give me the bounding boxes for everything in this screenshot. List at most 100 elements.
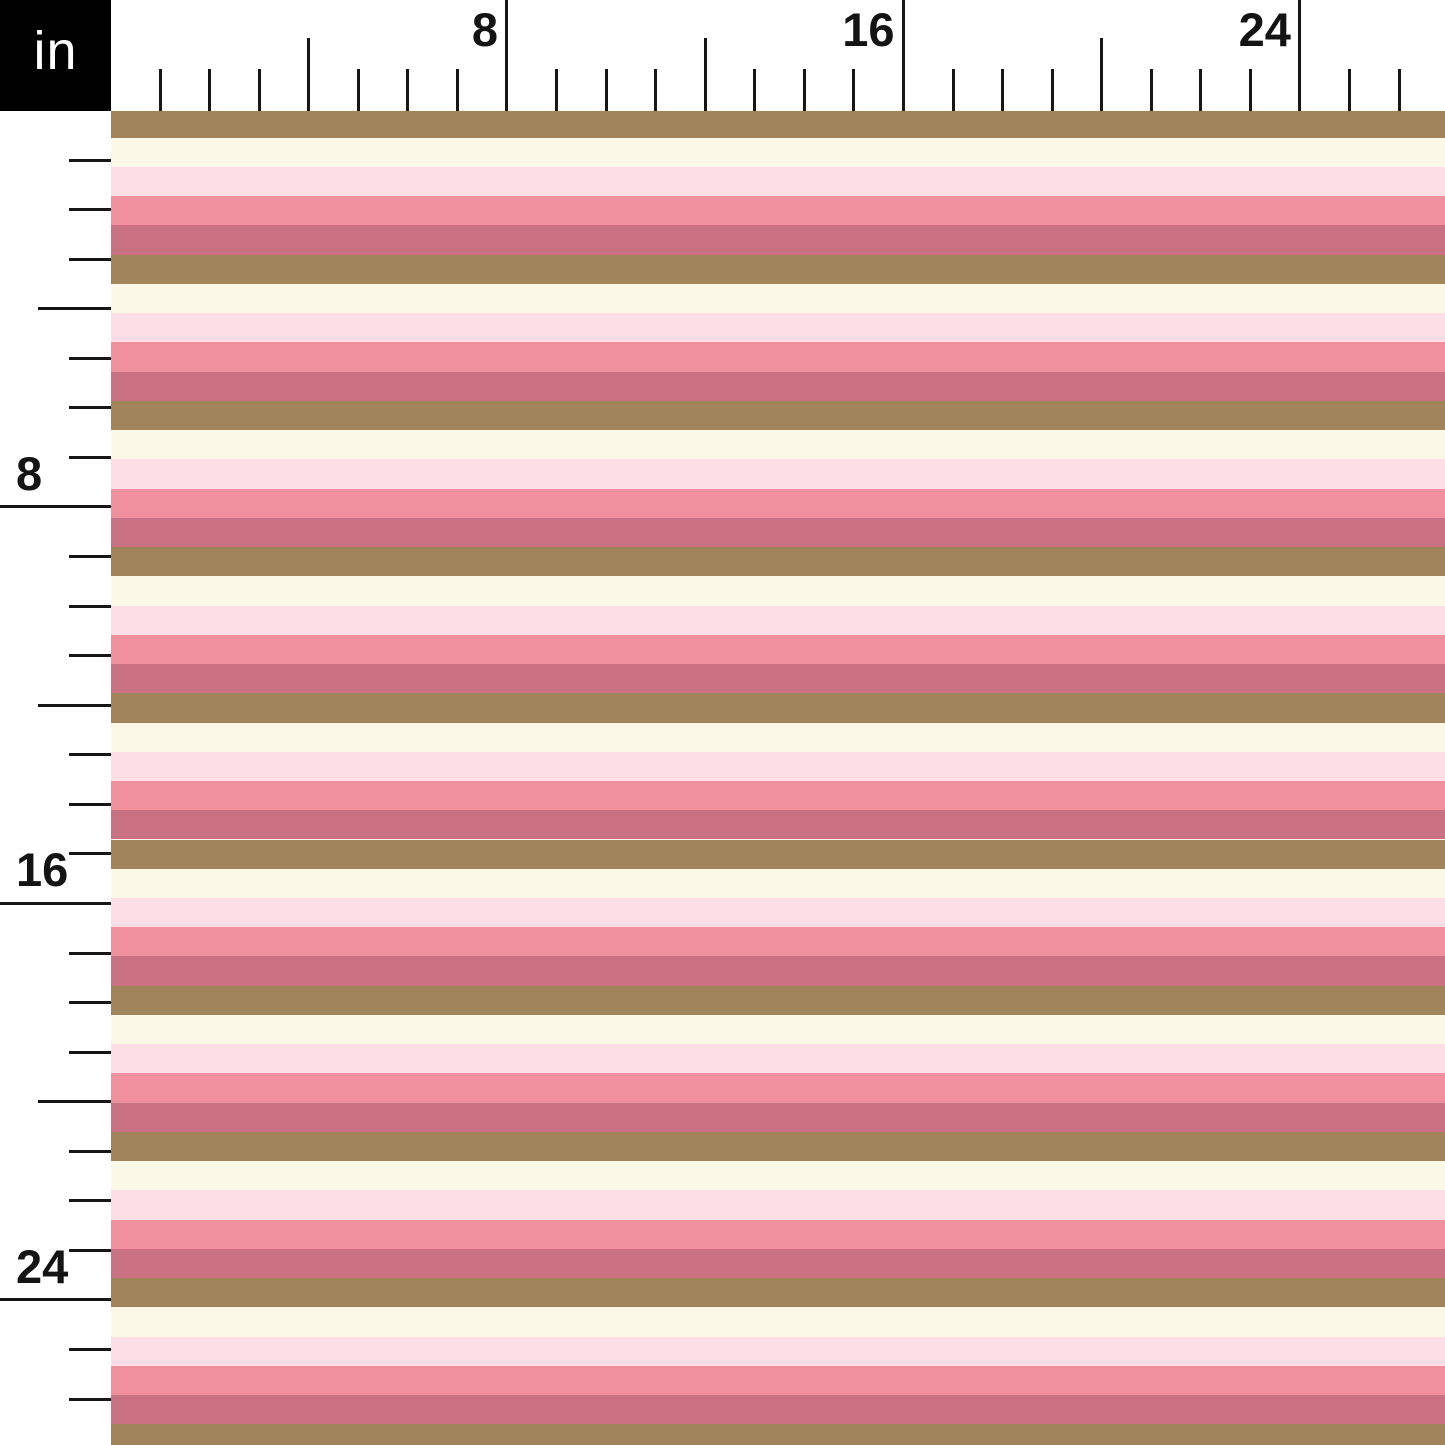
left-ruler-tick-14in: [69, 802, 111, 806]
left-ruler-tick-20in: [38, 1100, 111, 1104]
fabric-stripe-cream: [111, 722, 1445, 752]
left-ruler-tick-13in: [69, 753, 111, 757]
top-ruler-tick-3in: [257, 69, 261, 111]
fabric-stripe-mauve: [111, 225, 1445, 255]
top-ruler-tick-11in: [654, 69, 658, 111]
fabric-stripe-mauve: [111, 664, 1445, 694]
fabric-stripe-cream: [111, 283, 1445, 314]
fabric-stripe-brown: [111, 1278, 1445, 1308]
top-ruler-label-8: 8: [471, 3, 498, 56]
fabric-stripe-brown: [111, 1424, 1445, 1445]
fabric-stripe-light-pink: [111, 1044, 1445, 1074]
left-ruler-label-16: 16: [16, 843, 69, 897]
top-ruler-tick-7in: [455, 69, 459, 111]
left-ruler-tick-17in: [69, 951, 111, 955]
fabric-stripe-light-pink: [111, 1190, 1445, 1220]
top-ruler-tick-16in: [901, 0, 905, 111]
fabric-stripe-mauve: [111, 810, 1445, 840]
fabric-stripe-cream: [111, 868, 1445, 898]
fabric-stripe-cream: [111, 430, 1445, 460]
left-ruler-tick-15in: [69, 852, 111, 856]
top-ruler-tick-12in: [703, 38, 707, 111]
top-ruler: 8 16 24: [0, 0, 1445, 111]
top-ruler-tick-21in: [1149, 69, 1153, 111]
left-ruler-tick-5in: [69, 356, 111, 360]
left-ruler-tick-19in: [69, 1050, 111, 1054]
fabric-stripe-brown: [111, 693, 1445, 723]
left-ruler-tick-26in: [69, 1397, 111, 1401]
fabric-stripe-pink: [111, 1219, 1445, 1249]
top-ruler-tick-15in: [852, 69, 856, 111]
fabric-stripe-brown: [111, 839, 1445, 869]
top-ruler-tick-1in: [158, 69, 162, 111]
top-ruler-tick-13in: [753, 69, 757, 111]
top-ruler-tick-26in: [1397, 69, 1401, 111]
top-ruler-tick-23in: [1248, 69, 1252, 111]
fabric-stripe-brown: [111, 1131, 1445, 1162]
left-ruler-tick-21in: [69, 1149, 111, 1153]
fabric-stripe-brown: [111, 111, 1445, 138]
fabric-stripe-light-pink: [111, 897, 1445, 928]
fabric-stripe-mauve: [111, 517, 1445, 548]
fabric-stripe-pink: [111, 488, 1445, 518]
fabric-stripe-light-pink: [111, 459, 1445, 489]
left-ruler-tick-2in: [69, 208, 111, 212]
unit-label: in: [33, 20, 78, 81]
top-ruler-tick-2in: [208, 69, 212, 111]
top-ruler-tick-17in: [951, 69, 955, 111]
fabric-swatch: [111, 111, 1445, 1445]
fabric-stripe-mauve: [111, 1395, 1445, 1425]
left-ruler-label-24: 24: [16, 1239, 69, 1293]
fabric-stripe-pink: [111, 342, 1445, 372]
fabric-stripe-mauve: [111, 1248, 1445, 1279]
fabric-stripe-cream: [111, 137, 1445, 167]
top-ruler-tick-6in: [406, 69, 410, 111]
fabric-stripe-brown: [111, 547, 1445, 577]
fabric-stripe-mauve: [111, 371, 1445, 401]
left-ruler-label-8: 8: [16, 446, 43, 500]
top-ruler-tick-5in: [356, 69, 360, 111]
unit-square: in: [0, 0, 111, 111]
left-ruler-tick-4in: [38, 307, 111, 311]
top-ruler-tick-9in: [555, 69, 559, 111]
fabric-stripe-light-pink: [111, 751, 1445, 781]
fabric-stripe-mauve: [111, 1102, 1445, 1132]
fabric-stripe-brown: [111, 254, 1445, 284]
top-ruler-tick-20in: [1100, 38, 1104, 111]
left-ruler-tick-10in: [69, 604, 111, 608]
top-ruler-tick-10in: [604, 69, 608, 111]
left-ruler-tick-16in: [0, 901, 111, 905]
fabric-stripe-light-pink: [111, 605, 1445, 635]
fabric-stripe-pink: [111, 196, 1445, 226]
fabric-stripe-pink: [111, 1365, 1445, 1396]
top-ruler-tick-24in: [1298, 0, 1302, 111]
left-ruler-tick-8in: [0, 505, 111, 509]
left-ruler-tick-11in: [69, 654, 111, 658]
top-ruler-tick-4in: [307, 38, 311, 111]
fabric-stripe-cream: [111, 1161, 1445, 1191]
left-ruler-tick-6in: [69, 406, 111, 410]
left-ruler-tick-22in: [69, 1199, 111, 1203]
top-ruler-tick-18in: [1001, 69, 1005, 111]
top-ruler-label-24: 24: [1238, 3, 1291, 56]
fabric-stripe-pink: [111, 927, 1445, 957]
fabric-stripe-light-pink: [111, 313, 1445, 343]
fabric-stripe-mauve: [111, 956, 1445, 986]
top-ruler-tick-25in: [1348, 69, 1351, 111]
left-ruler-tick-25in: [69, 1348, 111, 1351]
left-ruler-tick-23in: [69, 1248, 111, 1252]
fabric-stripe-light-pink: [111, 1336, 1445, 1366]
top-ruler-label-16: 16: [842, 3, 895, 56]
fabric-stripe-brown: [111, 400, 1445, 431]
left-ruler-tick-18in: [69, 1001, 111, 1005]
left-ruler: 8 16 24: [0, 0, 111, 1445]
fabric-stripe-pink: [111, 781, 1445, 811]
top-ruler-tick-8in: [505, 0, 509, 111]
left-ruler-tick-24in: [0, 1298, 111, 1302]
fabric-stripe-brown: [111, 985, 1445, 1015]
left-ruler-tick-9in: [69, 555, 111, 559]
fabric-stripe-cream: [111, 1014, 1445, 1045]
top-ruler-tick-19in: [1050, 69, 1054, 111]
fabric-stripe-pink: [111, 1073, 1445, 1103]
